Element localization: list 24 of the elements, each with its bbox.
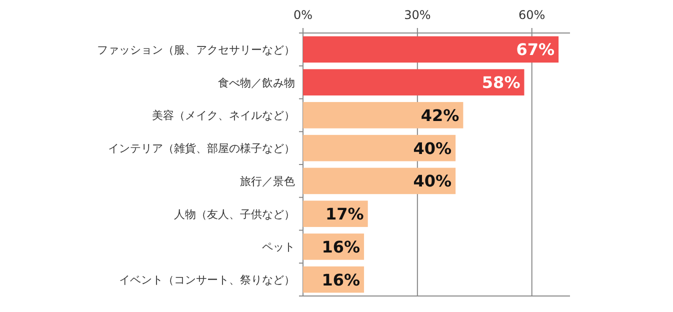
bar <box>303 69 524 96</box>
y-tick-label: 美容（メイク、ネイルなど） <box>152 109 295 122</box>
data-label: 16% <box>322 270 360 290</box>
data-label: 67% <box>516 40 555 60</box>
bar <box>303 102 464 128</box>
x-tick-label: 0% <box>293 8 313 22</box>
y-tick-label: ペット <box>262 240 295 254</box>
data-label: 42% <box>420 106 460 125</box>
data-label: 40% <box>413 172 452 191</box>
data-label: 58% <box>482 73 520 92</box>
x-tick-label: 30% <box>404 8 431 22</box>
data-label: 16% <box>322 237 360 256</box>
x-tick-label: 60% <box>518 8 546 22</box>
bar <box>303 134 456 162</box>
y-tick-label: イベント（コンサート、祭りなど） <box>119 274 295 287</box>
data-label: 40% <box>413 138 452 158</box>
data-label: 17% <box>326 204 364 224</box>
bar <box>303 168 456 194</box>
y-tick-label: ファッション（服、アクセサリーなど） <box>97 43 295 56</box>
y-tick-label: 人物（友人、子供など） <box>174 208 295 221</box>
bar <box>303 36 559 63</box>
y-tick-label: インテリア（雑貨、部屋の様子など） <box>108 142 295 156</box>
y-tick-label: 旅行／景色 <box>240 174 295 188</box>
y-tick-label: 食べ物／飲み物 <box>218 76 295 90</box>
